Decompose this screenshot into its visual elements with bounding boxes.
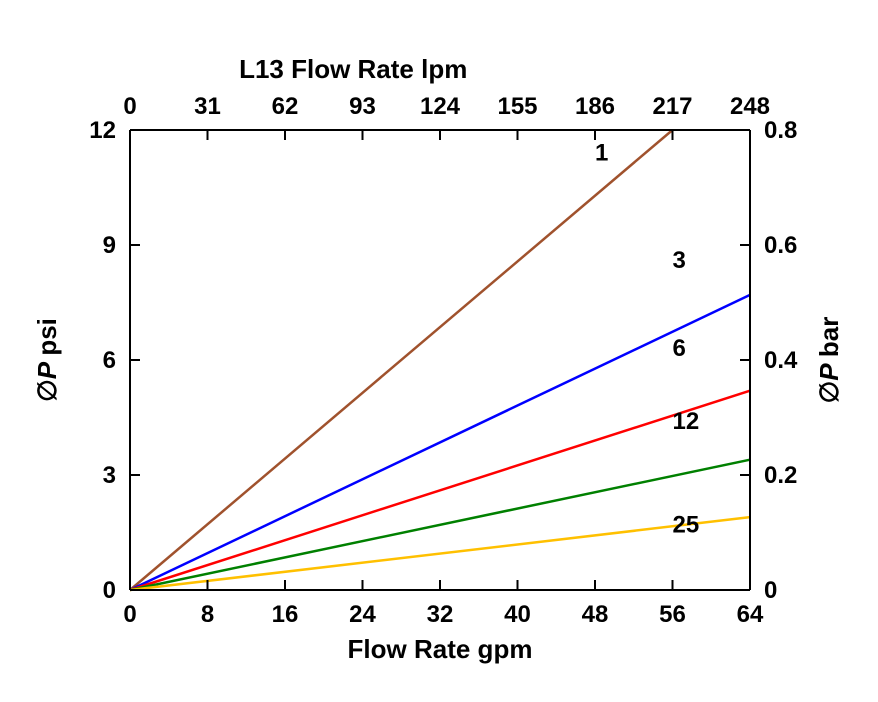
y-right-tick-label: 0.2 <box>764 462 797 489</box>
series-label-3: 3 <box>673 247 686 274</box>
x-top-tick-label: 31 <box>194 93 221 120</box>
series-label-1: 1 <box>595 140 608 167</box>
y-right-tick-label: 0.8 <box>764 117 797 144</box>
bottom-axis-title: Flow Rate gpm <box>348 634 533 664</box>
y-left-tick-label: 3 <box>103 462 116 489</box>
y-left-tick-label: 12 <box>89 117 116 144</box>
top-axis-title: L13 Flow Rate lpm <box>239 54 467 84</box>
x-top-tick-label: 217 <box>652 93 692 120</box>
y-left-tick-label: 6 <box>103 347 116 374</box>
chart-container: 0816243240485664031629312415518621724803… <box>0 0 878 702</box>
y-right-tick-label: 0.6 <box>764 232 797 259</box>
flow-chart: 0816243240485664031629312415518621724803… <box>0 0 878 702</box>
y-left-tick-label: 0 <box>103 577 116 604</box>
x-top-tick-label: 62 <box>272 93 299 120</box>
x-top-tick-label: 93 <box>349 93 376 120</box>
y-right-tick-label: 0 <box>764 577 777 604</box>
series-label-12: 12 <box>673 408 700 435</box>
y-left-tick-label: 9 <box>103 232 116 259</box>
series-label-25: 25 <box>673 512 700 539</box>
series-label-6: 6 <box>673 335 686 362</box>
x-bottom-tick-label: 16 <box>272 601 299 628</box>
x-bottom-tick-label: 56 <box>659 601 686 628</box>
y-right-tick-label: 0.4 <box>764 347 798 374</box>
x-bottom-tick-label: 0 <box>123 601 136 628</box>
x-top-tick-label: 155 <box>497 93 537 120</box>
x-top-tick-label: 124 <box>420 93 461 120</box>
x-bottom-tick-label: 8 <box>201 601 214 628</box>
x-bottom-tick-label: 64 <box>737 601 764 628</box>
x-bottom-tick-label: 48 <box>582 601 609 628</box>
x-bottom-tick-label: 32 <box>427 601 454 628</box>
x-bottom-tick-label: 40 <box>504 601 531 628</box>
left-axis-title: ∅P psi <box>32 318 62 402</box>
x-top-tick-label: 186 <box>575 93 615 120</box>
x-top-tick-label: 0 <box>123 93 136 120</box>
right-axis-title: ∅P bar <box>814 317 844 404</box>
x-bottom-tick-label: 24 <box>349 601 376 628</box>
x-top-tick-label: 248 <box>730 93 770 120</box>
